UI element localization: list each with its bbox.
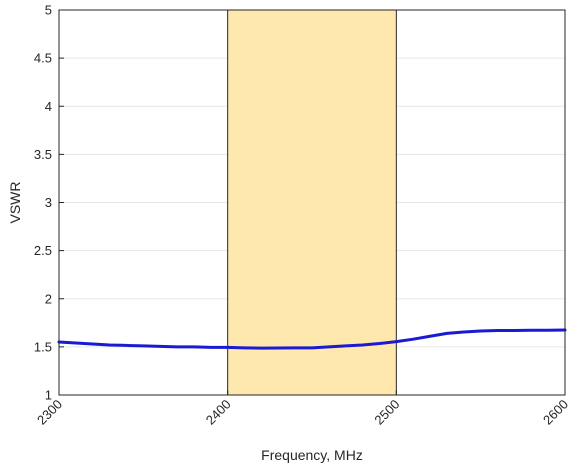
y-axis-label: VSWR <box>7 182 23 224</box>
y-tick-label: 3 <box>45 195 52 210</box>
y-tick-labels: 1 1.5 2 2.5 3 3.5 4 4.5 5 <box>34 3 64 403</box>
x-tick-labels: 2300 2400 2500 2600 <box>34 390 571 428</box>
x-tick-label: 2600 <box>540 397 571 428</box>
x-tick-label: 2400 <box>203 397 234 428</box>
y-tick-label: 3.5 <box>34 147 52 162</box>
y-tick-label: 5 <box>45 3 52 18</box>
x-tick-label: 2300 <box>34 397 65 428</box>
y-tick-label: 4.5 <box>34 51 52 66</box>
y-tick-label: 1.5 <box>34 339 52 354</box>
series-group <box>57 328 567 350</box>
y-tick-label: 2 <box>45 291 52 306</box>
frequency-band-highlight <box>227 9 397 396</box>
y-tick-label: 1 <box>45 388 52 403</box>
y-tick-label: 4 <box>45 99 52 114</box>
x-tick-label: 2500 <box>371 397 402 428</box>
y-tick-label: 2.5 <box>34 243 52 258</box>
series-line-1 <box>57 328 567 350</box>
x-axis-label: Frequency, MHz <box>261 447 363 463</box>
